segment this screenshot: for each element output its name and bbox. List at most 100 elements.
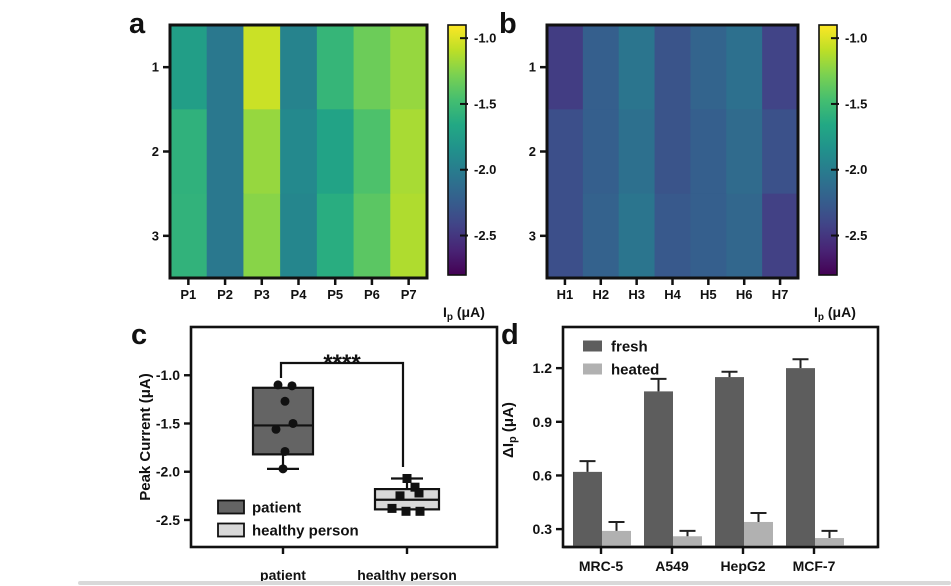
colorbar-tick-label: -2.5 (474, 228, 496, 243)
bar-heated-MRC-5 (602, 530, 631, 547)
heatmap-cell-b-3-H2 (582, 193, 620, 279)
heatmap-cell-b-1-H7 (762, 25, 799, 110)
y-tick-label: 1.2 (533, 360, 553, 376)
legend-label: healthy person (252, 523, 359, 540)
x-tick-label: HepG2 (720, 558, 765, 574)
data-point (415, 506, 425, 516)
heatmap-cell-b-1-H5 (690, 25, 727, 110)
y-tick-label: 0.9 (533, 414, 553, 430)
heatmap-cell-a-2-P3 (243, 109, 281, 195)
col-tick-label: P6 (364, 287, 380, 302)
col-tick-label: H6 (736, 287, 753, 302)
error-bar (750, 512, 767, 522)
significance-bracket (279, 361, 405, 467)
significance-stars: **** (323, 350, 361, 377)
col-tick-label: H4 (664, 287, 681, 302)
legend-swatch (583, 363, 602, 375)
colorbar-tick-label: -2.0 (474, 162, 496, 177)
heatmap-cell-b-3-H1 (547, 193, 584, 279)
heatmap-cell-b-3-H6 (726, 193, 763, 279)
heatmap-cell-b-2-H3 (618, 109, 656, 195)
heatmap-cell-a-3-P6 (353, 193, 391, 279)
data-point (271, 424, 281, 434)
boxplot-healthy-person (373, 473, 441, 516)
data-point (395, 491, 405, 501)
colorbar-tick-label: -1.5 (845, 96, 867, 111)
data-point (287, 381, 297, 391)
panel-label-c: c (131, 319, 148, 351)
heatmap-cell-a-3-P7 (390, 193, 428, 279)
heatmap-cell-b-2-H1 (547, 109, 584, 195)
error-bar (650, 377, 667, 392)
panel-label-a: a (129, 8, 146, 40)
video-progress-bar (78, 581, 951, 585)
legend-swatch (217, 499, 245, 515)
legend-swatch (217, 522, 245, 538)
heatmap-cell-a-3-P4 (280, 193, 318, 279)
col-tick-label: P1 (180, 287, 196, 302)
col-tick-label: P2 (217, 287, 233, 302)
data-point (280, 446, 290, 456)
heatmap-cell-b-2-H5 (690, 109, 727, 195)
col-tick-label: H3 (628, 287, 645, 302)
x-tick-label: MCF-7 (793, 558, 836, 574)
colorbar-tick-label: -1.0 (845, 31, 867, 46)
col-tick-label: H5 (700, 287, 717, 302)
x-tick-label: patient (260, 567, 306, 583)
heatmap-cell-b-1-H2 (582, 25, 620, 110)
colorbar-axis-label: Ip (μA) (443, 304, 485, 323)
heatmap-cell-a-1-P2 (206, 25, 244, 110)
panel-d: 0.3 0.6 0.9 1.2 ΔIp (μA) MRC-5 A549 HepG2 MCF-7 f… (500, 325, 880, 574)
y-axis-label: ΔIp (μA) (500, 402, 519, 458)
x-tick-label: MRC-5 (579, 558, 624, 574)
heatmap-cell-b-1-H4 (654, 25, 691, 110)
legend-label: patient (252, 500, 301, 517)
bar-heated-HepG2 (744, 521, 773, 547)
heatmap-cell-a-3-P1 (170, 193, 208, 279)
plot-frame (189, 325, 499, 549)
bar-fresh-HepG2 (715, 377, 744, 547)
colorbar (447, 24, 467, 276)
y-tick-label: -1.0 (156, 367, 180, 383)
panel-label-d: d (501, 319, 519, 351)
heatmap-cell-a-1-P7 (390, 25, 428, 110)
heatmap-cell-b-2-H6 (726, 109, 763, 195)
panel-a: 1 2 3 P1 P2 P3 P4 P5 P6 P7 -1.0 -1.5 -2.0 -2.5 Ip (μA) (152, 23, 496, 323)
heatmap-cell-b-3-H7 (762, 193, 799, 279)
col-tick-label: P4 (291, 287, 308, 302)
colorbar-tick-label: -2.0 (845, 162, 867, 177)
data-point (273, 380, 283, 390)
heatmap-cell-b-3-H4 (654, 193, 691, 279)
colorbar (818, 24, 838, 276)
heatmap-cell-b-2-H7 (762, 109, 799, 195)
y-axis-label: Peak Current (μA) (137, 373, 154, 501)
heatmap-cell-a-3-P3 (243, 193, 281, 279)
error-bar (721, 370, 738, 378)
data-point (387, 503, 397, 513)
data-point (288, 418, 298, 428)
data-point (414, 488, 424, 498)
error-bar (792, 358, 809, 369)
y-tick-label: -1.5 (156, 415, 180, 431)
bar-heated-MCF-7 (815, 538, 844, 547)
colorbar-tick-label: -1.0 (474, 31, 496, 46)
data-point (278, 464, 288, 474)
heatmap-cell-a-3-P2 (206, 193, 244, 279)
heatmap-cell-a-2-P7 (390, 109, 428, 195)
heatmap-cell-a-1-P4 (280, 25, 318, 110)
y-tick-label: -2.5 (156, 512, 180, 528)
col-tick-label: P5 (327, 287, 343, 302)
heatmap-cell-a-2-P5 (316, 109, 355, 195)
heatmap-cell-a-2-P2 (206, 109, 244, 195)
bar-fresh-MCF-7 (786, 368, 815, 547)
heatmap-cell-b-1-H1 (547, 25, 584, 110)
col-tick-label: H1 (557, 287, 574, 302)
y-tick-label: 0.3 (533, 521, 553, 537)
bar-heated-A549 (673, 536, 702, 547)
legend-label: fresh (611, 339, 648, 356)
row-tick-label: 1 (529, 60, 536, 75)
data-point (402, 473, 412, 483)
